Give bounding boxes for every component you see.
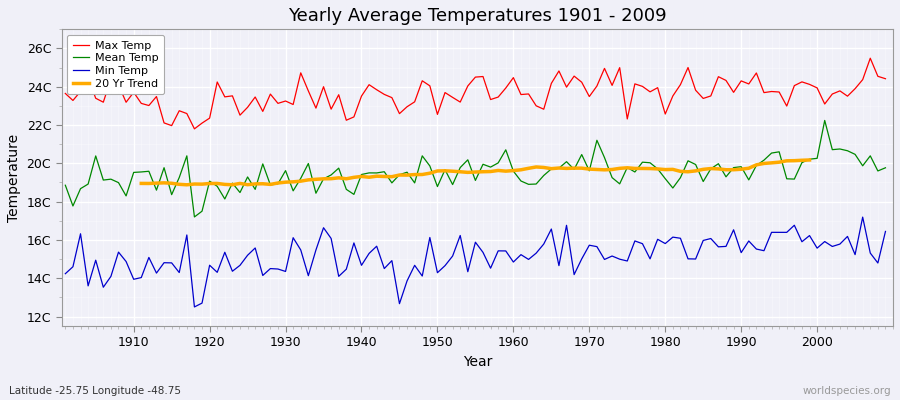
20 Yr Trend xyxy=(401,173,412,178)
Max Temp xyxy=(880,76,891,81)
Min Temp xyxy=(121,259,131,264)
Mean Temp xyxy=(516,178,526,183)
Legend: Max Temp, Mean Temp, Min Temp, 20 Yr Trend: Max Temp, Mean Temp, Min Temp, 20 Yr Tre… xyxy=(68,35,164,94)
Title: Yearly Average Temperatures 1901 - 2009: Yearly Average Temperatures 1901 - 2009 xyxy=(288,7,667,25)
Mean Temp xyxy=(295,176,306,181)
Min Temp xyxy=(880,229,891,234)
Min Temp xyxy=(189,304,200,309)
20 Yr Trend xyxy=(485,169,496,174)
Max Temp xyxy=(341,118,352,123)
Max Temp xyxy=(865,56,876,61)
Min Temp xyxy=(295,248,306,252)
Mean Temp xyxy=(607,175,617,180)
Line: Max Temp: Max Temp xyxy=(66,58,886,129)
Line: Mean Temp: Mean Temp xyxy=(66,120,886,217)
Min Temp xyxy=(516,252,526,257)
Max Temp xyxy=(121,100,131,105)
Mean Temp xyxy=(341,187,352,192)
Max Temp xyxy=(295,70,306,75)
Line: Min Temp: Min Temp xyxy=(66,217,886,307)
20 Yr Trend xyxy=(736,167,747,172)
Min Temp xyxy=(341,267,352,272)
Min Temp xyxy=(508,260,518,264)
X-axis label: Year: Year xyxy=(463,355,492,369)
Text: Latitude -25.75 Longitude -48.75: Latitude -25.75 Longitude -48.75 xyxy=(9,386,181,396)
20 Yr Trend xyxy=(136,181,147,186)
Max Temp xyxy=(60,91,71,96)
20 Yr Trend xyxy=(280,180,291,184)
Text: worldspecies.org: worldspecies.org xyxy=(803,386,891,396)
Max Temp xyxy=(508,75,518,80)
Max Temp xyxy=(516,92,526,97)
Max Temp xyxy=(189,126,200,131)
Y-axis label: Temperature: Temperature xyxy=(7,134,21,222)
Max Temp xyxy=(607,83,617,88)
Min Temp xyxy=(60,271,71,276)
Mean Temp xyxy=(819,118,830,123)
Min Temp xyxy=(607,254,617,258)
Mean Temp xyxy=(880,165,891,170)
Mean Temp xyxy=(508,169,518,174)
Line: 20 Yr Trend: 20 Yr Trend xyxy=(141,160,809,185)
Mean Temp xyxy=(60,183,71,188)
20 Yr Trend xyxy=(182,182,193,187)
20 Yr Trend xyxy=(212,181,222,186)
Min Temp xyxy=(858,215,868,220)
20 Yr Trend xyxy=(227,182,238,187)
Mean Temp xyxy=(121,194,131,198)
Mean Temp xyxy=(189,214,200,219)
20 Yr Trend xyxy=(804,158,814,162)
